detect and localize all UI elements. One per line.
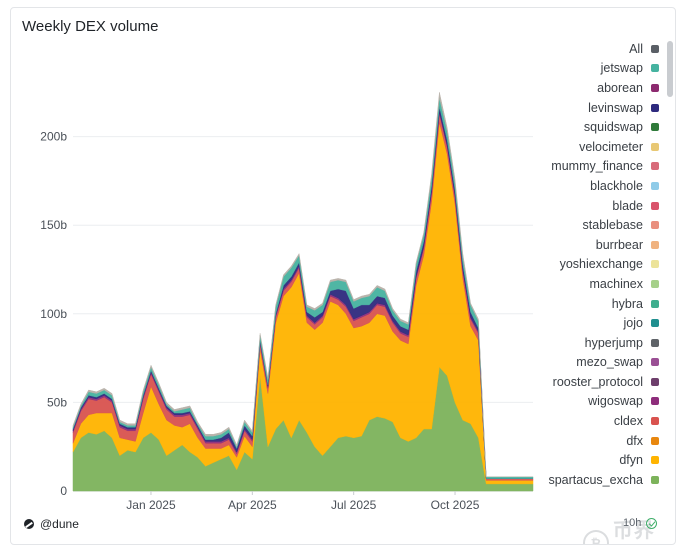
legend-label: blackhole (590, 178, 643, 193)
y-tick-label: 50b (47, 395, 67, 409)
legend-item-jojo[interactable]: jojo (523, 313, 671, 333)
y-tick-label: 150b (40, 218, 67, 232)
legend-swatch (651, 44, 659, 53)
area-series-other[interactable] (72, 92, 534, 478)
legend-label: rooster_protocol (552, 374, 643, 389)
legend-swatch (651, 260, 659, 269)
x-tick-label: Jan 2025 (126, 498, 176, 512)
check-circle-icon (646, 517, 658, 529)
x-tick-label: Oct 2025 (431, 498, 480, 512)
watermark-text: 币界网 (612, 520, 655, 542)
legend-item-mummy-finance[interactable]: mummy_finance (523, 157, 671, 177)
legend-item-machinex[interactable]: machinex (523, 274, 671, 294)
chart-title: Weekly DEX volume (22, 18, 159, 35)
y-axis-ticks: 0 50b 100b 150b 200b (40, 130, 67, 498)
refresh-status[interactable]: 10h (623, 517, 658, 529)
legend-swatch (651, 319, 659, 328)
legend-label: mezo_swap (576, 355, 643, 370)
coin-logo-icon: ₿ (583, 530, 609, 544)
legend-label: blade (612, 198, 643, 213)
legend-item-stablebase[interactable]: stablebase (523, 215, 671, 235)
legend-item-blackhole[interactable]: blackhole (523, 176, 671, 196)
stacked-areas (72, 92, 534, 492)
legend-swatch (651, 338, 659, 347)
legend-item-rooster-protocol[interactable]: rooster_protocol (523, 372, 671, 392)
legend-swatch (651, 358, 659, 367)
legend-label: dfx (626, 433, 643, 448)
legend-swatch (651, 162, 659, 171)
legend-label: jojo (623, 316, 643, 331)
legend-swatch (651, 240, 659, 249)
legend-swatch (651, 181, 659, 190)
x-tick-label: Apr 2025 (228, 498, 277, 512)
legend-label: burrbear (595, 237, 643, 252)
x-tick-label: Jul 2025 (331, 498, 377, 512)
legend-label: velocimeter (579, 139, 643, 154)
legend-item-aborean[interactable]: aborean (523, 78, 671, 98)
legend-swatch (651, 279, 659, 288)
legend-label: aborean (597, 80, 643, 95)
legend-item-mezo-swap[interactable]: mezo_swap (523, 353, 671, 373)
legend-swatch (651, 475, 659, 484)
legend-item-spartacus-excha[interactable]: spartacus_excha (523, 470, 671, 490)
legend-scrollbar[interactable] (667, 41, 673, 97)
legend-item-levinswap[interactable]: levinswap (523, 98, 671, 118)
legend-label: stablebase (582, 218, 643, 233)
legend-item-dfx[interactable]: dfx (523, 431, 671, 451)
legend-swatch (651, 83, 659, 92)
legend-label: yoshiexchange (559, 257, 643, 272)
legend-item-dfyn[interactable]: dfyn (523, 450, 671, 470)
legend-swatch (651, 397, 659, 406)
legend-label: wigoswap (588, 394, 643, 409)
y-tick-label: 200b (40, 130, 67, 144)
legend-swatch (651, 123, 659, 132)
dune-brand[interactable]: @dune (24, 517, 79, 531)
legend-item-all[interactable]: All (523, 39, 671, 59)
y-tick-label: 100b (40, 307, 67, 321)
legend-label: hyperjump (584, 335, 643, 350)
dune-brand-label: @dune (40, 517, 79, 531)
legend-swatch (651, 142, 659, 151)
legend-item-velocimeter[interactable]: velocimeter (523, 137, 671, 157)
legend-swatch (651, 221, 659, 230)
y-tick-label: 0 (60, 484, 67, 498)
legend-label: levinswap (588, 100, 643, 115)
legend-item-hyperjump[interactable]: hyperjump (523, 333, 671, 353)
legend-label: cldex (613, 414, 643, 429)
legend-swatch (651, 201, 659, 210)
legend-swatch (651, 417, 659, 426)
legend-item-squidswap[interactable]: squidswap (523, 117, 671, 137)
legend-item-hybra[interactable]: hybra (523, 294, 671, 314)
legend-label: All (629, 41, 643, 56)
legend-label: squidswap (583, 120, 643, 135)
legend-swatch (651, 436, 659, 445)
dune-logo-icon (24, 519, 34, 529)
legend-swatch (651, 456, 659, 465)
legend-item-wigoswap[interactable]: wigoswap (523, 392, 671, 412)
legend-label: dfyn (619, 453, 643, 468)
legend-label: spartacus_excha (548, 472, 643, 487)
legend-label: machinex (589, 276, 644, 291)
legend: All jetswap aborean levinswap squidswap veloc… (523, 39, 671, 494)
legend-item-jetswap[interactable]: jetswap (523, 59, 671, 79)
legend-label: mummy_finance (551, 159, 643, 174)
legend-swatch (651, 299, 659, 308)
area-chart: 0 50b 100b 150b 200b Jan 2025 Apr 2025 Jul 202… (40, 92, 534, 512)
refresh-age: 10h (623, 517, 642, 529)
legend-item-yoshiexchange[interactable]: yoshiexchange (523, 255, 671, 275)
legend-swatch (651, 103, 659, 112)
x-axis-ticks: Jan 2025 Apr 2025 Jul 2025 Oct 2025 (126, 491, 480, 512)
legend-item-burrbear[interactable]: burrbear (523, 235, 671, 255)
legend-label: hybra (611, 296, 643, 311)
legend-item-blade[interactable]: blade (523, 196, 671, 216)
legend-swatch (651, 64, 659, 73)
watermark: ₿ 币界网 (583, 514, 675, 544)
legend-item-cldex[interactable]: cldex (523, 411, 671, 431)
legend-swatch (651, 377, 659, 386)
chart-card: Weekly DEX volume 0 50b 100b 150b 200b Jan 2… (10, 7, 676, 545)
legend-label: jetswap (600, 61, 643, 76)
